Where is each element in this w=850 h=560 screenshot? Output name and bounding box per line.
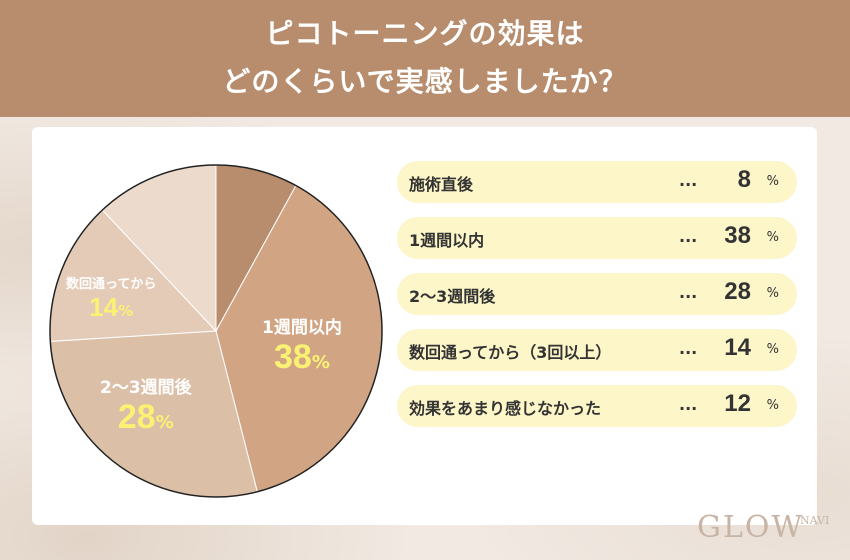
slice-label-category: 数回通ってから: [66, 277, 157, 292]
slice-label-1week: 1週間以内 38%: [262, 313, 342, 377]
legend-row: 1週間以内 ... 38 %: [397, 217, 797, 259]
legend-label: 数回通ってから（3回以上）: [409, 343, 612, 362]
legend-unit: %: [766, 342, 779, 357]
pie-outline: [49, 164, 383, 498]
legend-dots: ...: [679, 395, 698, 414]
legend-label: 施術直後: [409, 175, 474, 194]
slice-label-2-3weeks: 2〜3週間後 28%: [100, 373, 192, 437]
legend-label: 効果をあまり感じなかった: [409, 399, 602, 418]
legend-row: 数回通ってから（3回以上） ... 14 %: [397, 329, 797, 371]
slice-label-value: 38: [273, 338, 312, 376]
legend-unit: %: [766, 230, 779, 245]
legend-dots: ...: [679, 227, 698, 246]
slice-label-category: 1週間以内: [262, 318, 342, 338]
slice-label-value: 14: [89, 292, 119, 322]
legend-value: 12: [724, 390, 751, 417]
brand-logo-sub: NAVI: [800, 514, 830, 527]
header-banner: ピコトーニングの効果は どのくらいで実感しましたか？: [0, 0, 850, 117]
legend-label: 1週間以内: [409, 231, 485, 250]
legend-unit: %: [766, 174, 779, 189]
legend-row: 2〜3週間後 ... 28 %: [397, 273, 797, 315]
legend-dots: ...: [679, 339, 698, 358]
legend-dots: ...: [679, 283, 698, 302]
legend-value: 38: [724, 222, 751, 249]
legend-row: 施術直後 ... 8 %: [397, 161, 797, 203]
legend-value: 8: [737, 166, 751, 193]
legend-row: 効果をあまり感じなかった ... 12 %: [397, 385, 797, 427]
legend-unit: %: [766, 398, 779, 413]
slice-label-category: 2〜3週間後: [100, 378, 192, 398]
legend-value: 28: [724, 278, 751, 305]
pie-slices: [49, 164, 383, 498]
title-line-2: どのくらいで実感しましたか？: [222, 65, 628, 98]
legend-value: 14: [724, 334, 751, 361]
legend-dots: ...: [679, 171, 698, 190]
slice-label-unit: %: [118, 302, 134, 320]
legend-unit: %: [766, 286, 779, 301]
legend-label: 2〜3週間後: [409, 287, 496, 306]
title-line-1: ピコトーニングの効果は: [265, 17, 585, 50]
slice-label-several-visits: 数回通ってから 14%: [66, 273, 156, 323]
slice-label-unit: %: [155, 412, 174, 433]
slice-label-unit: %: [311, 352, 330, 373]
brand-logo: GLOW: [697, 510, 805, 545]
slice-label-value: 28: [117, 398, 156, 436]
